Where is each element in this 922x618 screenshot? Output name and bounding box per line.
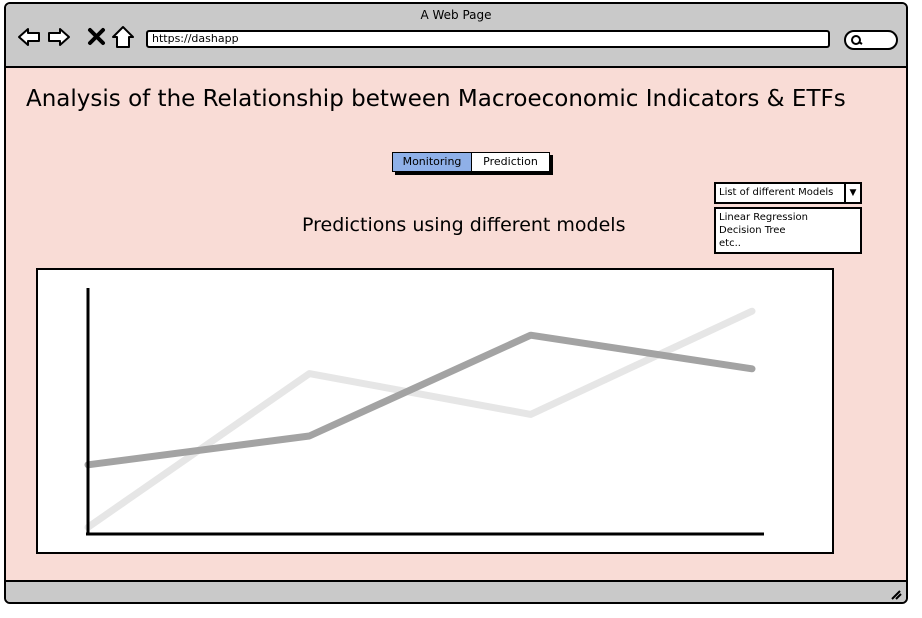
model-dropdown: List of different Models ▼ Linear Regres… bbox=[714, 182, 862, 254]
model-select[interactable]: List of different Models ▼ bbox=[714, 182, 862, 204]
back-arrow-icon[interactable] bbox=[16, 24, 42, 50]
tab-prediction[interactable]: Prediction bbox=[472, 152, 550, 172]
browser-titlebar: A Web Page https://dashapp bbox=[6, 4, 906, 68]
resize-grip-icon[interactable] bbox=[888, 586, 902, 600]
chart-title: Predictions using different models bbox=[302, 214, 626, 236]
browser-statusbar bbox=[6, 580, 906, 602]
chart-plot bbox=[84, 288, 764, 536]
home-icon[interactable] bbox=[110, 24, 136, 50]
series-line-1 bbox=[84, 307, 756, 531]
model-select-value: List of different Models bbox=[719, 187, 834, 198]
url-input[interactable]: https://dashapp bbox=[146, 30, 830, 48]
chevron-down-icon[interactable]: ▼ bbox=[844, 184, 860, 202]
search-icon bbox=[851, 35, 863, 45]
model-option-etc[interactable]: etc.. bbox=[719, 238, 741, 249]
search-button[interactable] bbox=[844, 30, 898, 50]
close-icon[interactable] bbox=[84, 24, 110, 50]
model-option-linear-regression[interactable]: Linear Regression bbox=[719, 212, 808, 223]
model-option-decision-tree[interactable]: Decision Tree bbox=[719, 225, 786, 236]
model-options-list: Linear Regression Decision Tree etc.. bbox=[714, 207, 862, 254]
window-title: A Web Page bbox=[420, 8, 492, 22]
view-tabs: Monitoring Prediction bbox=[392, 152, 550, 172]
page-title: Analysis of the Relationship between Mac… bbox=[26, 86, 846, 112]
browser-window: A Web Page https://dashapp Analysis of t… bbox=[4, 2, 908, 604]
prediction-chart bbox=[36, 268, 834, 554]
tab-monitoring[interactable]: Monitoring bbox=[392, 152, 472, 172]
forward-arrow-icon[interactable] bbox=[46, 24, 72, 50]
series-line-2 bbox=[84, 331, 756, 469]
